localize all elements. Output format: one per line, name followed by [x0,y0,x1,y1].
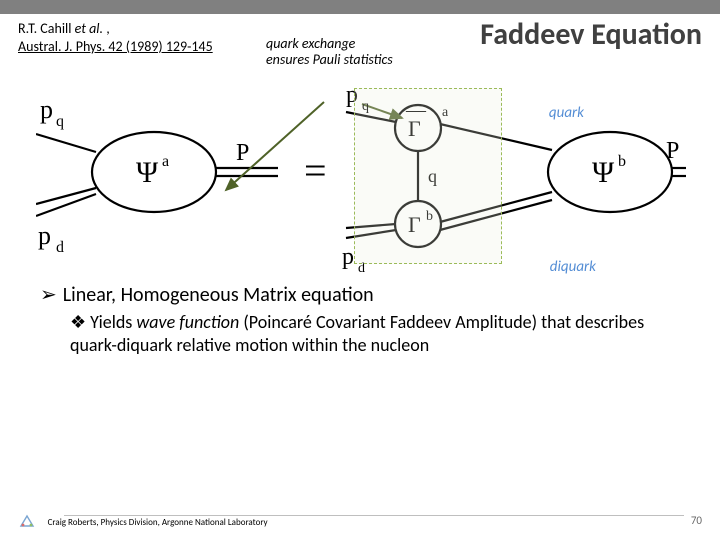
equals-sign: = [304,148,327,193]
sym-psib-sup: b [618,153,626,170]
kernel-highlight-box [354,88,502,264]
sym-pd-sub: d [56,239,64,256]
header: R.T. Cahill et al. , Austral. J. Phys. 4… [0,14,720,56]
faddeev-diagram: = p q p [36,72,686,272]
sym-psia-sup: a [162,153,169,170]
sym-pd: p [38,221,51,250]
exchange-line1: quark exchange [266,36,393,52]
page-title: Faddeev Equation [480,16,702,53]
bullet-list: ➢Linear, Homogeneous Matrix equation ❖Yi… [40,282,680,356]
sym-P-right: P [666,138,679,164]
footer-left: Craig Roberts, Physics Division, Argonne… [18,511,268,530]
bullet-2: ❖Yields wave function (Poincaré Covarian… [70,311,680,356]
diquark-label: diquark [550,258,596,276]
exchange-note: quark exchange ensures Pauli statistics [266,36,393,68]
bullet-2-marker: ❖ [70,311,86,333]
page-number: 70 [691,514,702,527]
bullet-1-marker: ➢ [40,283,57,307]
bullet-2-pre: Yields [90,311,136,333]
bullet-1: ➢Linear, Homogeneous Matrix equation [40,282,680,307]
argonne-logo-icon [18,514,36,528]
sym-pq-sub: q [56,113,64,130]
authors-prefix: R.T. Cahill [18,20,75,37]
sym-P-left: P [236,140,249,166]
authors-etal: et al. [75,20,103,37]
bullet-1-text: Linear, Homogeneous Matrix equation [63,283,374,307]
sym-pd2: p [342,244,354,270]
top-bar [0,0,720,14]
footer-text: Craig Roberts, Physics Division, Argonne… [48,517,268,528]
sym-psib: Ψ [592,156,615,189]
authors-suffix: , [103,20,110,37]
sym-psia: Ψ [136,156,159,189]
citation-journal-link[interactable]: Austral. J. Phys. 42 (1989) 129-145 [18,38,213,55]
quark-label: quark [549,104,584,122]
exchange-line2: ensures Pauli statistics [266,52,393,68]
bullet-2-wave: wave function [136,311,239,333]
sym-pq: p [40,95,53,124]
footer: Craig Roberts, Physics Division, Argonne… [0,511,720,530]
